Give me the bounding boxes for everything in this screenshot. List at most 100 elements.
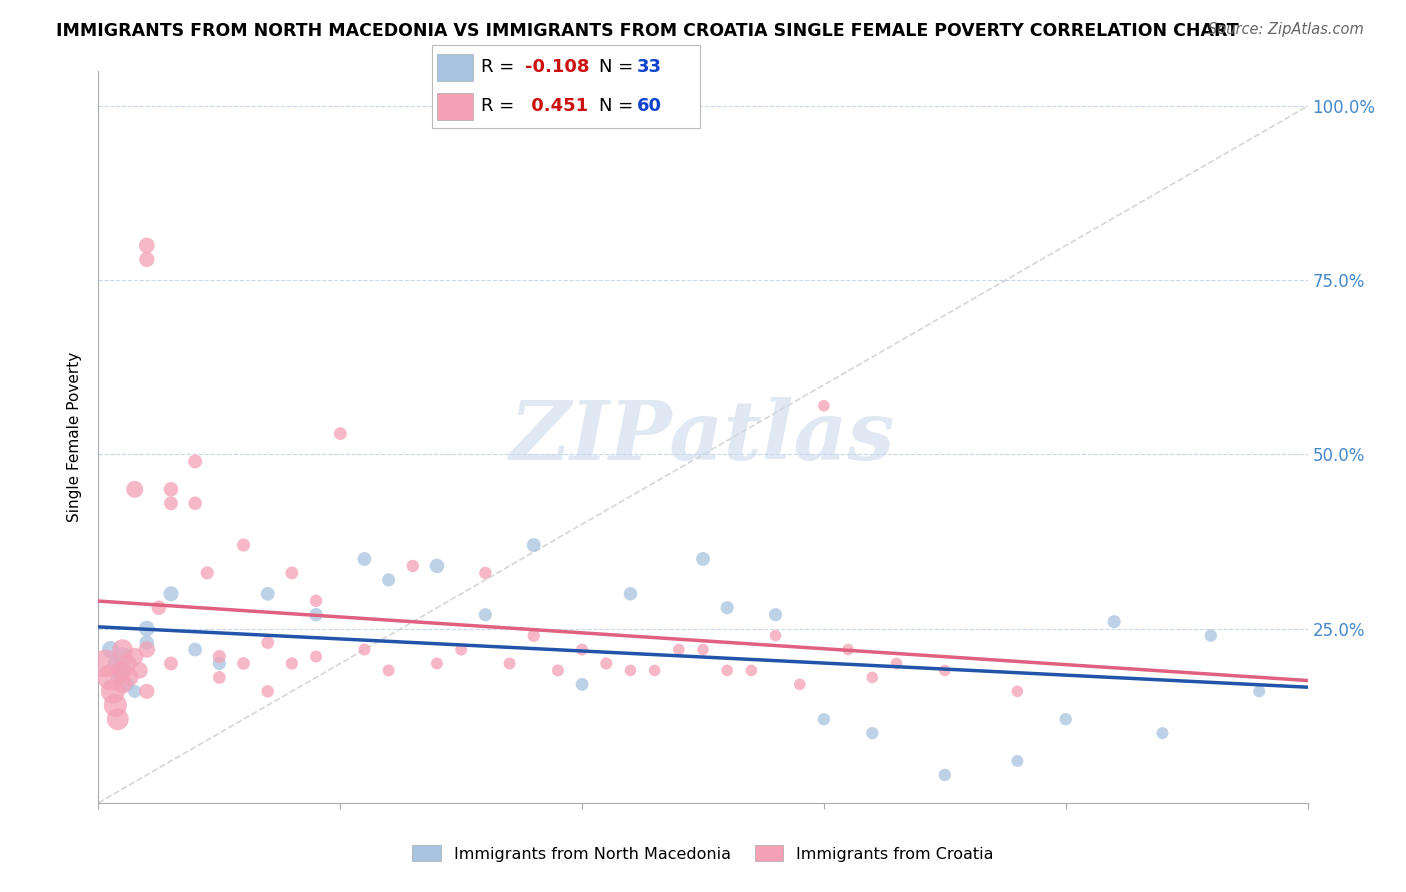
Text: 0.451: 0.451 <box>524 97 588 115</box>
Point <box>765 607 787 622</box>
Point <box>111 649 134 664</box>
Point <box>860 726 883 740</box>
Text: -0.108: -0.108 <box>524 59 589 77</box>
Point <box>160 587 183 601</box>
Point <box>1054 712 1077 726</box>
Point <box>353 552 375 566</box>
Point <box>135 635 157 649</box>
Point <box>934 664 956 678</box>
Point <box>184 496 207 510</box>
Point <box>135 642 157 657</box>
Point <box>934 768 956 782</box>
Point <box>426 657 449 671</box>
Point <box>128 664 150 678</box>
Point <box>208 649 231 664</box>
Point <box>740 664 762 678</box>
Point <box>118 670 141 684</box>
Legend: Immigrants from North Macedonia, Immigrants from Croatia: Immigrants from North Macedonia, Immigra… <box>406 838 1000 868</box>
Point <box>256 635 278 649</box>
Text: 33: 33 <box>637 59 662 77</box>
FancyBboxPatch shape <box>432 45 700 128</box>
Point <box>104 657 127 671</box>
Point <box>117 657 139 671</box>
Point <box>124 649 146 664</box>
Point <box>571 677 593 691</box>
Point <box>305 607 328 622</box>
Point <box>281 657 304 671</box>
Point <box>135 684 157 698</box>
Point <box>135 252 157 267</box>
Point <box>619 664 641 678</box>
Point <box>571 642 593 657</box>
Point <box>523 629 546 643</box>
Point <box>1199 629 1222 643</box>
Point <box>107 670 129 684</box>
Point <box>281 566 304 580</box>
Point <box>111 664 134 678</box>
Point <box>232 538 254 552</box>
Point <box>100 642 122 657</box>
Y-axis label: Single Female Poverty: Single Female Poverty <box>67 352 83 522</box>
Point <box>813 712 835 726</box>
Point <box>100 670 122 684</box>
Point <box>111 642 134 657</box>
Text: N =: N = <box>599 59 638 77</box>
Point <box>135 622 157 636</box>
Point <box>498 657 520 671</box>
Point <box>860 670 883 684</box>
Point <box>595 657 617 671</box>
Point <box>305 594 328 608</box>
Point <box>148 600 170 615</box>
Point <box>1152 726 1174 740</box>
Point <box>1102 615 1125 629</box>
Point <box>644 664 666 678</box>
Text: ZIPatlas: ZIPatlas <box>510 397 896 477</box>
Point <box>101 684 124 698</box>
Point <box>184 642 207 657</box>
Point <box>886 657 908 671</box>
Point <box>111 677 134 691</box>
Point <box>619 587 641 601</box>
Point <box>353 642 375 657</box>
Point <box>195 566 218 580</box>
Point <box>256 587 278 601</box>
Point <box>450 642 472 657</box>
Point <box>160 483 183 497</box>
Point <box>474 566 496 580</box>
Point <box>474 607 496 622</box>
Point <box>837 642 859 657</box>
Point <box>1007 684 1029 698</box>
Text: IMMIGRANTS FROM NORTH MACEDONIA VS IMMIGRANTS FROM CROATIA SINGLE FEMALE POVERTY: IMMIGRANTS FROM NORTH MACEDONIA VS IMMIG… <box>56 22 1239 40</box>
Text: N =: N = <box>599 97 638 115</box>
Point <box>232 657 254 671</box>
Point <box>107 712 129 726</box>
Point <box>523 538 546 552</box>
Point <box>692 552 714 566</box>
Text: 60: 60 <box>637 97 662 115</box>
Point <box>377 664 399 678</box>
Point <box>160 657 183 671</box>
Point <box>208 657 231 671</box>
Point <box>124 684 146 698</box>
Text: R =: R = <box>481 59 520 77</box>
Point <box>124 483 146 497</box>
Point <box>160 496 183 510</box>
Point <box>111 664 134 678</box>
Text: R =: R = <box>481 97 520 115</box>
Point <box>1007 754 1029 768</box>
Point <box>329 426 352 441</box>
Point <box>547 664 569 678</box>
Point <box>305 649 328 664</box>
Bar <box>437 54 472 81</box>
Point <box>104 698 127 713</box>
Point <box>813 399 835 413</box>
Point <box>256 684 278 698</box>
Bar <box>437 93 472 120</box>
Point <box>789 677 811 691</box>
Point <box>1249 684 1271 698</box>
Point <box>716 600 738 615</box>
Point <box>716 664 738 678</box>
Text: Source: ZipAtlas.com: Source: ZipAtlas.com <box>1208 22 1364 37</box>
Point <box>765 629 787 643</box>
Point <box>117 677 139 691</box>
